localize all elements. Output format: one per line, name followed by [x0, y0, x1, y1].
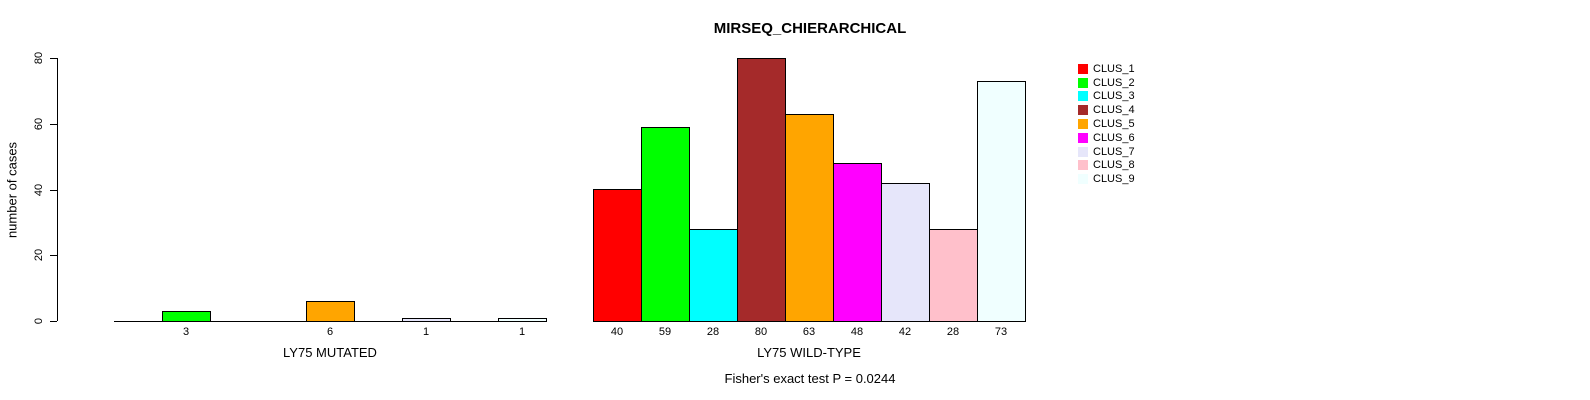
- legend-label: CLUS_2: [1093, 76, 1135, 89]
- y-tick-label: 40: [33, 183, 45, 196]
- fisher-test-annotation: Fisher's exact test P = 0.0244: [724, 371, 896, 386]
- y-tick-mark: [50, 255, 57, 257]
- y-tick-mark: [50, 123, 57, 125]
- bar-value-label: 1: [518, 326, 526, 338]
- bar-clus_9: [498, 318, 547, 322]
- bar-clus_2: [641, 127, 690, 322]
- bar-clus_5: [785, 114, 834, 322]
- legend-color-swatch: [1078, 174, 1088, 185]
- legend-color-swatch: [1078, 119, 1088, 130]
- y-tick-mark: [50, 189, 57, 191]
- legend-color-swatch: [1078, 91, 1088, 102]
- legend-item: CLUS_7: [1078, 145, 1135, 159]
- legend-item: CLUS_3: [1078, 90, 1135, 104]
- legend-item: CLUS_6: [1078, 131, 1135, 145]
- bar-clus_2: [162, 311, 211, 322]
- bar-value-label: 80: [754, 326, 768, 338]
- group-axis-label: LY75 WILD-TYPE: [757, 345, 861, 360]
- legend-label: CLUS_9: [1093, 173, 1135, 186]
- bar-value-label: 40: [610, 326, 624, 338]
- bar-clus_3: [689, 229, 738, 322]
- bar-clus_8: [929, 229, 978, 322]
- legend-color-swatch: [1078, 77, 1088, 88]
- bar-value-label: 1: [422, 326, 430, 338]
- legend-label: CLUS_7: [1093, 145, 1135, 158]
- chart-title: MIRSEQ_CHIERARCHICAL: [713, 20, 907, 37]
- group-axis-label: LY75 MUTATED: [283, 345, 377, 360]
- y-axis-line: [57, 58, 58, 321]
- legend-item: CLUS_1: [1078, 62, 1135, 76]
- legend-label: CLUS_1: [1093, 62, 1135, 75]
- bar-value-label: 73: [994, 326, 1008, 338]
- bar-value-label: 59: [658, 326, 672, 338]
- y-tick-label: 80: [33, 51, 45, 65]
- y-tick-mark: [50, 58, 57, 59]
- y-tick-label: 20: [33, 249, 45, 262]
- bar-value-label: 28: [706, 326, 720, 338]
- legend-item: CLUS_8: [1078, 159, 1135, 173]
- y-axis-label: number of cases: [4, 141, 20, 239]
- legend-color-swatch: [1078, 63, 1088, 74]
- bar-value-label: 42: [898, 326, 912, 338]
- bar-value-label: 48: [850, 326, 864, 338]
- bar-clus_7: [881, 183, 930, 322]
- legend-item: CLUS_4: [1078, 103, 1135, 117]
- y-tick-label: 60: [33, 117, 45, 130]
- bar-clus_5: [306, 301, 355, 322]
- y-tick-label: 0: [33, 317, 45, 325]
- bar-clus_1: [593, 189, 642, 322]
- bar-clus_9: [977, 81, 1026, 322]
- bar-value-label: 6: [326, 326, 334, 338]
- bar-value-label: 28: [946, 326, 960, 338]
- legend-color-swatch: [1078, 146, 1088, 157]
- legend-color-swatch: [1078, 160, 1088, 171]
- legend-label: CLUS_3: [1093, 90, 1135, 103]
- bar-value-label: 3: [182, 326, 190, 338]
- y-tick-mark: [50, 321, 57, 322]
- legend: CLUS_1 CLUS_2 CLUS_3 CLUS_4 CLUS_5 CLUS_6 CLUS…: [1078, 62, 1135, 186]
- legend-label: CLUS_4: [1093, 104, 1135, 117]
- legend-color-swatch: [1078, 105, 1088, 116]
- bar-clus_7: [402, 318, 451, 322]
- bar-clus_6: [833, 163, 882, 322]
- legend-item: CLUS_9: [1078, 172, 1135, 186]
- legend-label: CLUS_6: [1093, 131, 1135, 144]
- legend-label: CLUS_5: [1093, 118, 1135, 131]
- bar-value-label: 63: [802, 326, 816, 338]
- legend-label: CLUS_8: [1093, 159, 1135, 172]
- legend-color-swatch: [1078, 132, 1088, 143]
- legend-item: CLUS_2: [1078, 76, 1135, 90]
- legend-item: CLUS_5: [1078, 117, 1135, 131]
- bar-clus_4: [737, 58, 786, 322]
